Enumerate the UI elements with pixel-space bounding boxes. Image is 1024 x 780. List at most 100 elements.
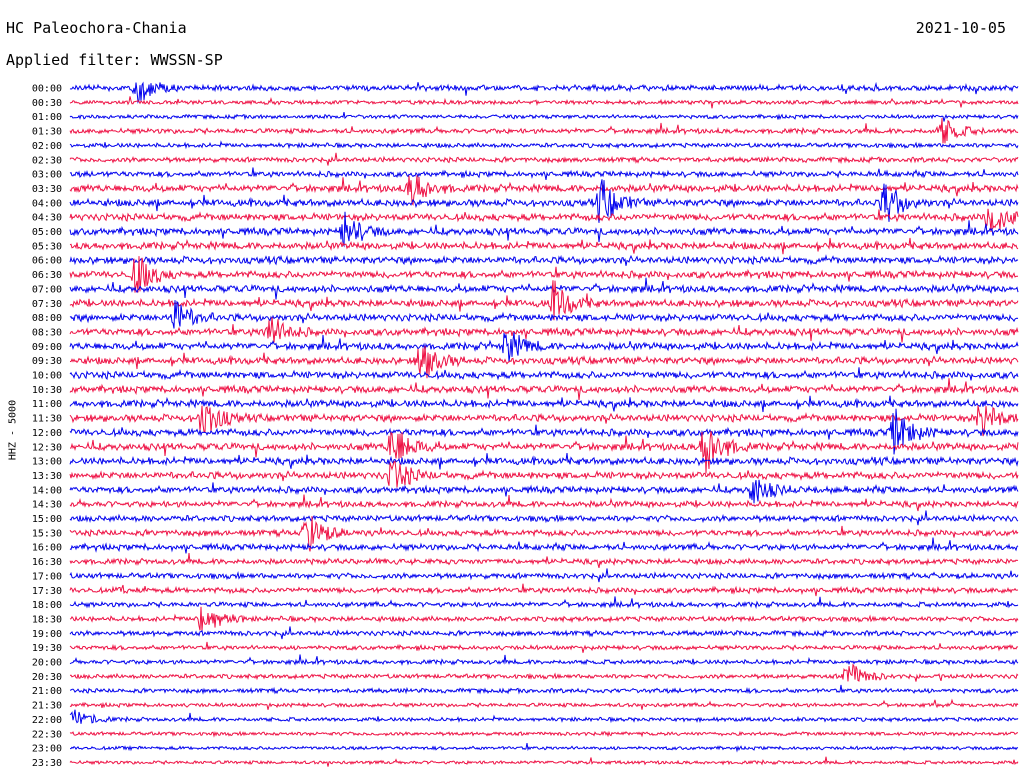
trace-line [69,730,1018,738]
trace-line [69,460,1019,488]
trace-line [69,332,1019,362]
trace-line [69,175,1019,206]
time-tick-label: 20:00 [32,658,62,669]
trace-line [69,479,1019,504]
time-tick-label: 11:30 [32,414,62,425]
time-tick-label: 15:00 [32,514,62,525]
time-tick-label: 02:30 [32,155,62,166]
time-tick-label: 06:00 [32,256,62,267]
trace-line [69,583,1019,597]
trace-line [69,256,1019,293]
time-tick-label: 04:30 [32,213,62,224]
trace-line [69,367,1019,381]
time-tick-label: 00:00 [32,84,62,95]
time-tick-label: 01:30 [32,127,62,138]
time-tick-label: 19:00 [32,629,62,640]
time-tick-label: 22:00 [32,715,62,726]
time-tick-label: 21:30 [32,701,62,712]
trace-line [69,553,1019,569]
time-tick-label: 11:00 [32,399,62,410]
time-tick-label: 18:00 [32,600,62,611]
trace-line [69,709,1019,724]
time-tick-label: 03:00 [32,170,62,181]
time-tick-label: 06:30 [32,270,62,281]
trace-line [69,345,1019,379]
time-tick-label: 18:30 [32,614,62,625]
time-tick-label: 16:00 [32,543,62,554]
trace-line [69,405,1019,437]
trace-line [69,81,1019,104]
channel-label-text: HHZ - 5000 [7,399,19,461]
trace-line [69,408,1019,455]
time-tick-label: 01:00 [32,112,62,123]
trace-line [69,237,1019,255]
time-tick-label: 19:30 [32,643,62,654]
time-tick-label: 08:30 [32,327,62,338]
time-tick-label: 08:00 [32,313,62,324]
trace-line [69,510,1019,526]
time-tick-label: 05:00 [32,227,62,238]
trace-line [69,663,1019,682]
trace-line [69,684,1019,695]
trace-line [69,167,1019,180]
time-tick-label: 09:00 [32,342,62,353]
station-title: HC Paleochora-Chania [6,19,187,37]
trace-line [69,430,1019,474]
time-tick-labels: 00:00 00:30 01:00 01:30 02:00 02:30 03:00 03:30… [32,84,62,769]
time-tick-label: 04:00 [32,198,62,209]
time-tick-label: 09:30 [32,356,62,367]
channel-label: HHZ - 5000 [4,390,22,470]
trace-line [69,280,1019,321]
trace-line [69,254,1019,266]
time-tick-label: 14:30 [32,500,62,511]
trace-line [69,641,1019,653]
trace-line [69,179,1019,223]
time-tick-label: 07:00 [32,284,62,295]
trace-line [69,596,1019,610]
trace-line [69,277,1019,300]
trace-line [70,743,1019,753]
trace-line [69,152,1019,166]
time-tick-label: 05:30 [32,241,62,252]
trace-line [69,96,1019,109]
time-tick-label: 22:30 [32,729,62,740]
time-tick-label: 17:00 [32,571,62,582]
trace-line [69,654,1019,667]
time-tick-label: 10:30 [32,385,62,396]
trace-line [69,112,1019,122]
trace-line [69,537,1019,554]
trace-line [69,453,1019,470]
time-tick-label: 12:30 [32,442,62,453]
trace-line [69,698,1019,710]
trace-line [69,211,1019,248]
trace-line [69,568,1019,583]
time-tick-label: 00:30 [32,98,62,109]
time-tick-label: 12:00 [32,428,62,439]
trace-line [69,317,1019,343]
time-tick-label: 23:00 [32,744,62,755]
trace-line [69,378,1019,400]
seismogram-traces [69,81,1019,767]
time-tick-label: 15:30 [32,528,62,539]
trace-line [69,516,1019,552]
time-tick-label: 02:00 [32,141,62,152]
time-tick-label: 17:30 [32,586,62,597]
trace-line [69,626,1019,640]
time-tick-label: 16:30 [32,557,62,568]
time-tick-label: 13:00 [32,457,62,468]
trace-line [69,300,1019,329]
trace-line [69,208,1019,233]
trace-line [69,494,1019,512]
time-tick-label: 10:00 [32,371,62,382]
time-tick-label: 13:30 [32,471,62,482]
time-tick-label: 07:30 [32,299,62,310]
trace-line [69,395,1019,413]
filter-label: Applied filter: WWSSN-SP [6,51,223,69]
time-tick-label: 20:30 [32,672,62,683]
time-tick-label: 03:30 [32,184,62,195]
time-tick-label: 23:30 [32,758,62,769]
chart-date: 2021-10-05 [915,19,1006,37]
trace-line [69,606,1019,632]
time-tick-label: 14:00 [32,485,62,496]
